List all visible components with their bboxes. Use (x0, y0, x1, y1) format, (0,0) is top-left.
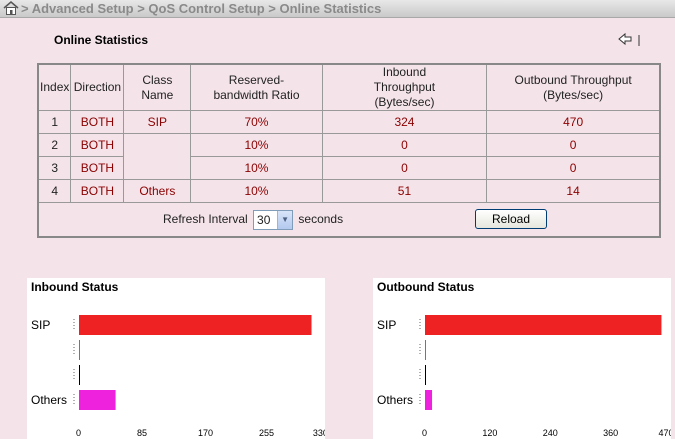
cell-outbound: 470 (486, 110, 661, 134)
cell-inbound: 324 (321, 110, 488, 134)
bar (425, 365, 426, 385)
x-tick-label: 330 (Bps) (313, 428, 325, 438)
cell-direction: BOTH (70, 133, 125, 157)
cell-direction: BOTH (70, 156, 125, 180)
refresh-interval-unit: seconds (298, 212, 344, 226)
col-header-index: Index (37, 63, 72, 111)
bar (79, 340, 80, 360)
bar (425, 390, 433, 410)
bar (79, 315, 312, 335)
cell-outbound: 0 (486, 156, 661, 180)
chart-title: Outbound Status (377, 280, 475, 294)
chart-title: Inbound Status (31, 280, 119, 294)
x-tick-label: 170 (198, 428, 213, 438)
table-row: 4 BOTH Others 10% 51 14 (37, 179, 661, 203)
x-tick-label: 255 (259, 428, 274, 438)
home-icon[interactable] (3, 1, 19, 15)
cell-inbound: 51 (321, 179, 488, 203)
cell-outbound: 0 (486, 133, 661, 157)
cell-class-name: SIP (123, 110, 192, 134)
breadcrumb-text: > Advanced Setup > QoS Control Setup > O… (21, 1, 382, 16)
category-label: Others (377, 393, 413, 407)
cell-index: 4 (37, 179, 72, 203)
cell-ratio: 70% (190, 110, 323, 134)
refresh-interval-value: 30 (257, 212, 271, 227)
refresh-interval-group: Refresh Interval 30 ▼ seconds (163, 209, 343, 230)
col-header-outbound: Outbound Throughput (Bytes/sec) (486, 63, 661, 111)
col-header-class-name: Class Name (123, 63, 192, 111)
bar (425, 315, 662, 335)
x-tick-label: 85 (137, 428, 147, 438)
table-header-row: Index Direction Class Name Reserved-band… (37, 63, 661, 111)
category-label: SIP (377, 318, 396, 332)
bar (425, 340, 426, 360)
cell-class-name: Others (123, 179, 192, 203)
refresh-interval-label: Refresh Interval (163, 212, 248, 226)
x-tick-label: 360 (603, 428, 618, 438)
refresh-interval-select[interactable]: 30 ▼ (253, 209, 294, 230)
x-tick-label: 0 (422, 428, 427, 438)
inbound-status-chart: Inbound Status SIP Others 0 85 170 255 330 (Bp… (27, 278, 325, 439)
category-label: Others (31, 393, 67, 407)
col-header-direction: Direction (70, 63, 125, 111)
cell-index: 2 (37, 133, 72, 157)
cell-direction: BOTH (70, 110, 125, 134)
category-label: SIP (31, 318, 50, 332)
cell-ratio: 10% (190, 156, 323, 180)
x-tick-label: 240 (543, 428, 558, 438)
statistics-table: Index Direction Class Name Reserved-band… (37, 63, 661, 238)
back-arrow-icon[interactable] (617, 30, 643, 48)
cell-inbound: 0 (321, 133, 488, 157)
cell-outbound: 14 (486, 179, 661, 203)
bar (79, 390, 116, 410)
x-tick-label: 120 (482, 428, 497, 438)
table-row: 3 BOTH 10% 0 0 (37, 156, 661, 180)
col-header-ratio: Reserved-bandwidth Ratio (190, 63, 323, 111)
col-header-inbound: Inbound Throughput (Bytes/sec) (321, 63, 488, 111)
x-tick-label: 0 (76, 428, 81, 438)
refresh-control-cell: Refresh Interval 30 ▼ seconds Reload (37, 202, 661, 238)
table-row: 1 BOTH SIP 70% 324 470 (37, 110, 661, 134)
cell-index: 3 (37, 156, 72, 180)
cell-index: 1 (37, 110, 72, 134)
cell-class-name-merged (123, 133, 192, 180)
refresh-control-row: Refresh Interval 30 ▼ seconds Reload (37, 202, 661, 238)
breadcrumb: > Advanced Setup > QoS Control Setup > O… (0, 0, 675, 18)
bar (79, 365, 80, 385)
cell-inbound: 0 (321, 156, 488, 180)
outbound-chart-svg: SIP Others 0 120 240 360 470 (Bps) (377, 315, 671, 438)
chevron-down-icon[interactable]: ▼ (277, 210, 293, 229)
outbound-status-chart: Outbound Status SIP Others 0 120 240 360 470 (… (373, 278, 671, 439)
page-title: Online Statistics (54, 33, 149, 47)
x-tick-label: 470 (Bps) (658, 428, 671, 438)
inbound-chart-svg: SIP Others 0 85 170 255 330 (Bps) (31, 315, 325, 438)
reload-button[interactable]: Reload (475, 209, 547, 229)
cell-ratio: 10% (190, 179, 323, 203)
cell-direction: BOTH (70, 179, 125, 203)
cell-ratio: 10% (190, 133, 323, 157)
table-row: 2 BOTH 10% 0 0 (37, 133, 661, 180)
